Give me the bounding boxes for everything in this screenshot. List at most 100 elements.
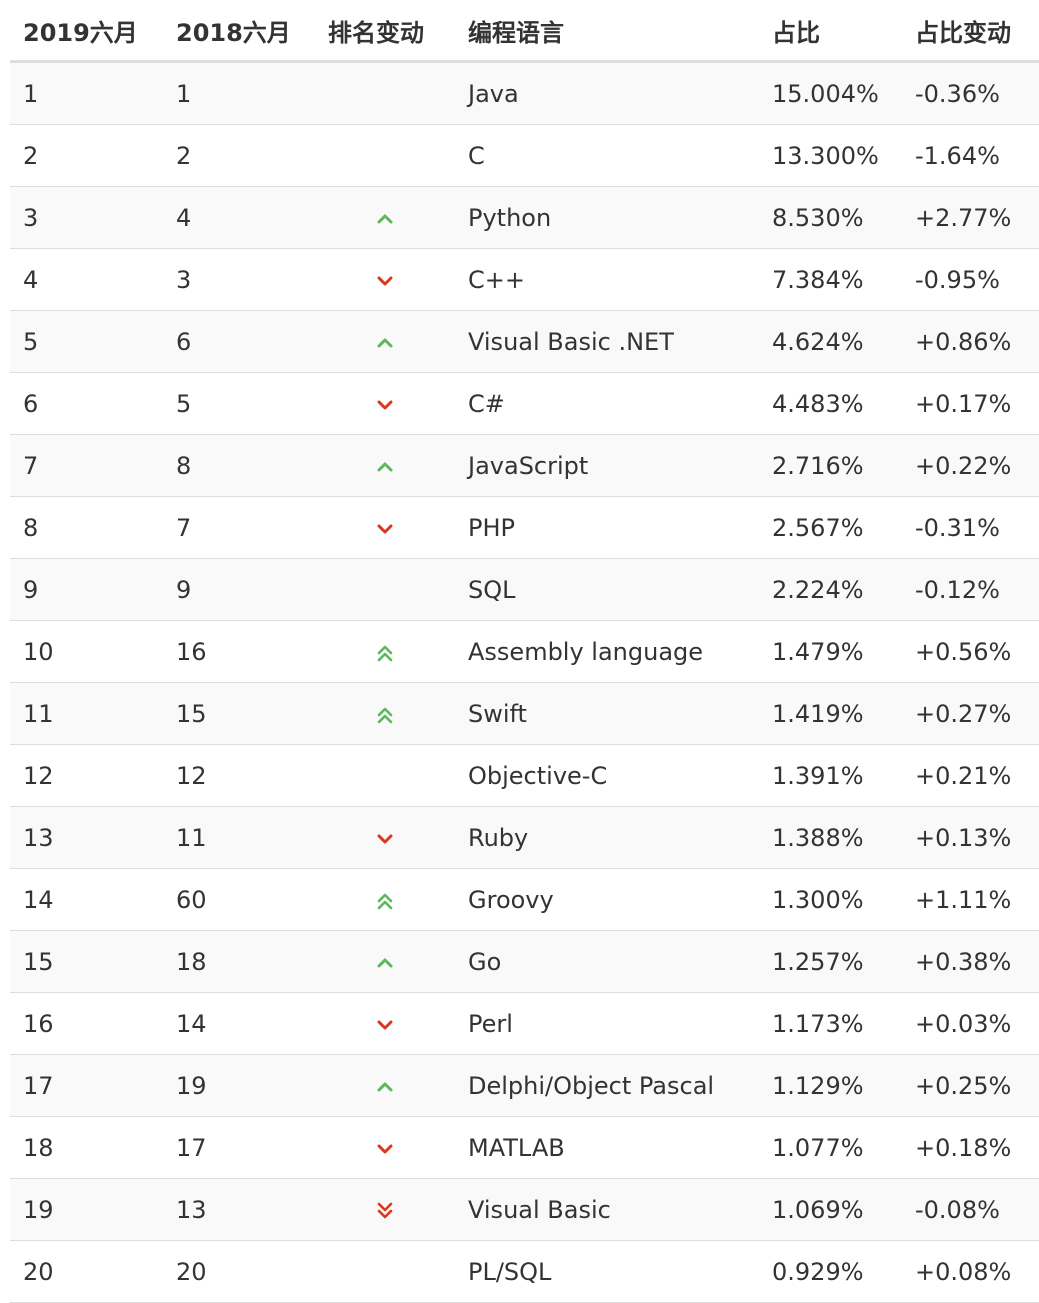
arrow-down-icon <box>373 827 397 851</box>
cell-share: 1.077% <box>759 1116 902 1179</box>
cell-language: Delphi/Object Pascal <box>455 1054 759 1117</box>
cell-rank-2019: 17 <box>10 1054 163 1117</box>
cell-language: Assembly language <box>455 620 759 683</box>
double-arrow-up-icon <box>373 889 397 913</box>
cell-rank-2018: 13 <box>163 1178 315 1241</box>
cell-share-change: +0.18% <box>902 1116 1039 1179</box>
cell-share-change: +0.22% <box>902 434 1039 497</box>
language-ranking-table: 2019六月 2018六月 排名变动 编程语言 占比 占比变动 1 1 Java 15… <box>10 0 1039 1303</box>
cell-share: 4.483% <box>759 372 902 435</box>
cell-language: C <box>455 124 759 187</box>
cell-language: Ruby <box>455 806 759 869</box>
cell-rank-2019: 9 <box>10 558 163 621</box>
arrow-down-icon <box>373 269 397 293</box>
arrow-up-icon <box>373 207 397 231</box>
cell-rank-2019: 15 <box>10 930 163 993</box>
cell-rank-2019: 10 <box>10 620 163 683</box>
cell-share: 4.624% <box>759 310 902 373</box>
table-body: 1 1 Java 15.004% -0.36% 2 2 C 13.300% -1.64% 3 4 Pyt… <box>10 61 1039 1303</box>
cell-rank-change <box>315 620 455 683</box>
cell-rank-2018: 11 <box>163 806 315 869</box>
cell-rank-2019: 12 <box>10 744 163 807</box>
cell-rank-2018: 16 <box>163 620 315 683</box>
cell-rank-2019: 19 <box>10 1178 163 1241</box>
arrow-up-icon <box>373 331 397 355</box>
arrow-down-icon <box>373 393 397 417</box>
cell-share-change: +0.25% <box>902 1054 1039 1117</box>
cell-share-change: +2.77% <box>902 186 1039 249</box>
table-row: 12 12 Objective-C 1.391% +0.21% <box>10 744 1039 807</box>
cell-share-change: +0.86% <box>902 310 1039 373</box>
cell-rank-change <box>315 248 455 311</box>
cell-rank-change <box>315 1116 455 1179</box>
cell-share: 13.300% <box>759 124 902 187</box>
cell-rank-2019: 7 <box>10 434 163 497</box>
arrow-down-icon <box>373 1013 397 1037</box>
cell-rank-2018: 4 <box>163 186 315 249</box>
cell-rank-2018: 12 <box>163 744 315 807</box>
cell-share: 2.567% <box>759 496 902 559</box>
cell-rank-2018: 14 <box>163 992 315 1055</box>
cell-rank-change <box>315 868 455 931</box>
double-arrow-up-icon <box>373 641 397 665</box>
cell-rank-2018: 18 <box>163 930 315 993</box>
table-row: 2 2 C 13.300% -1.64% <box>10 124 1039 187</box>
cell-share-change: -0.95% <box>902 248 1039 311</box>
cell-rank-change <box>315 496 455 559</box>
arrow-down-icon <box>373 517 397 541</box>
cell-language: Visual Basic <box>455 1178 759 1241</box>
cell-rank-2019: 6 <box>10 372 163 435</box>
cell-share: 1.069% <box>759 1178 902 1241</box>
cell-share: 0.929% <box>759 1240 902 1303</box>
table-row: 4 3 C++ 7.384% -0.95% <box>10 248 1039 311</box>
cell-language: C++ <box>455 248 759 311</box>
cell-language: Groovy <box>455 868 759 931</box>
arrow-down-icon <box>373 1137 397 1161</box>
table-row: 13 11 Ruby 1.388% +0.13% <box>10 806 1039 869</box>
cell-rank-2019: 4 <box>10 248 163 311</box>
cell-rank-2018: 7 <box>163 496 315 559</box>
table-row: 3 4 Python 8.530% +2.77% <box>10 186 1039 249</box>
cell-language: MATLAB <box>455 1116 759 1179</box>
header-rank-2019: 2019六月 <box>10 0 163 63</box>
double-arrow-up-icon <box>373 703 397 727</box>
header-share: 占比 <box>759 0 902 63</box>
cell-rank-change <box>315 1240 455 1303</box>
cell-rank-change <box>315 558 455 621</box>
cell-share: 1.479% <box>759 620 902 683</box>
cell-share-change: +0.56% <box>902 620 1039 683</box>
arrow-up-icon <box>373 1075 397 1099</box>
cell-share: 7.384% <box>759 248 902 311</box>
double-arrow-down-icon <box>373 1199 397 1223</box>
cell-rank-2019: 3 <box>10 186 163 249</box>
cell-share: 1.300% <box>759 868 902 931</box>
cell-share-change: -0.08% <box>902 1178 1039 1241</box>
table-row: 14 60 Groovy 1.300% +1.11% <box>10 868 1039 931</box>
table-row: 19 13 Visual Basic 1.069% -0.08% <box>10 1178 1039 1241</box>
cell-share-change: -1.64% <box>902 124 1039 187</box>
cell-share: 2.224% <box>759 558 902 621</box>
cell-share-change: -0.12% <box>902 558 1039 621</box>
cell-rank-change <box>315 310 455 373</box>
cell-rank-2019: 14 <box>10 868 163 931</box>
cell-language: Perl <box>455 992 759 1055</box>
cell-share: 2.716% <box>759 434 902 497</box>
cell-share-change: +0.27% <box>902 682 1039 745</box>
cell-rank-change <box>315 372 455 435</box>
table-row: 18 17 MATLAB 1.077% +0.18% <box>10 1116 1039 1179</box>
table-row: 17 19 Delphi/Object Pascal 1.129% +0.25% <box>10 1054 1039 1117</box>
cell-rank-2018: 9 <box>163 558 315 621</box>
cell-rank-2019: 20 <box>10 1240 163 1303</box>
cell-rank-change <box>315 930 455 993</box>
cell-share: 1.419% <box>759 682 902 745</box>
cell-rank-2019: 2 <box>10 124 163 187</box>
arrow-up-icon <box>373 455 397 479</box>
cell-rank-change <box>315 186 455 249</box>
cell-share-change: -0.31% <box>902 496 1039 559</box>
cell-share: 8.530% <box>759 186 902 249</box>
cell-language: Visual Basic .NET <box>455 310 759 373</box>
table-row: 16 14 Perl 1.173% +0.03% <box>10 992 1039 1055</box>
cell-rank-change <box>315 992 455 1055</box>
header-share-change: 占比变动 <box>902 0 1039 63</box>
cell-share-change: +0.21% <box>902 744 1039 807</box>
